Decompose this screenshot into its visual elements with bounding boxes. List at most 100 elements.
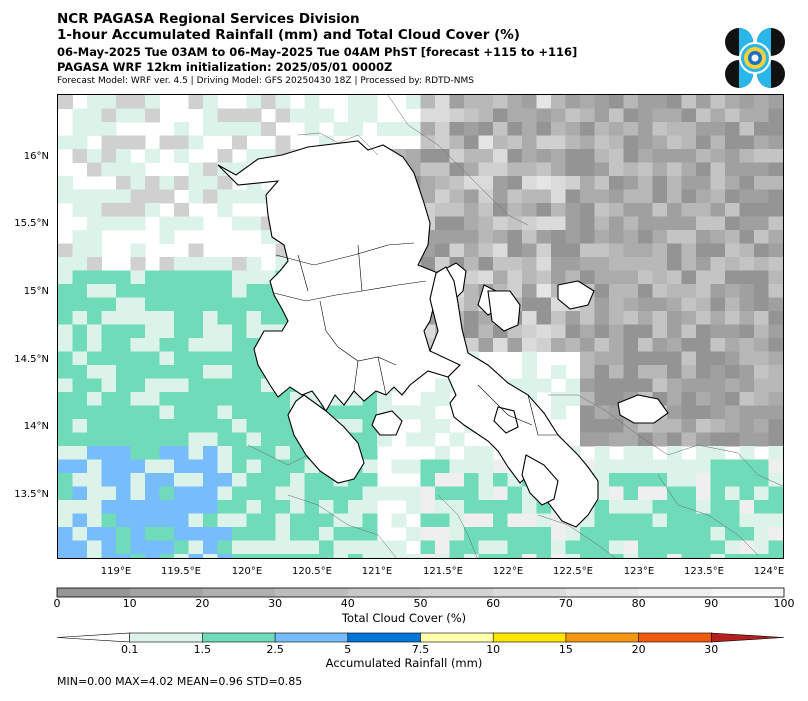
- grid-cell: [58, 392, 73, 406]
- grid-cell: [58, 297, 73, 312]
- grid-cell: [783, 298, 784, 312]
- grid-cell: [464, 149, 479, 163]
- grid-cell: [159, 459, 175, 474]
- grid-cell: [362, 108, 378, 123]
- grid-cell: [101, 338, 117, 352]
- grid-cell: [188, 540, 204, 555]
- grid-cell: [493, 135, 508, 150]
- grid-cell: [652, 554, 668, 558]
- grid-cell: [493, 149, 508, 163]
- grid-cell: [754, 189, 769, 204]
- grid-cell: [246, 419, 262, 433]
- grid-cell: [725, 257, 740, 271]
- lon-tick-119-5e: 119.5°E: [161, 566, 201, 577]
- grid-cell: [551, 257, 566, 271]
- grid-cell: [754, 311, 769, 325]
- grid-cell: [174, 527, 189, 541]
- grid-cell: [696, 149, 711, 163]
- grid-cell: [551, 554, 566, 558]
- grid-cell: [464, 297, 479, 312]
- grid-cell: [580, 189, 595, 204]
- rain-color-segment: [274, 632, 349, 643]
- grid-cell: [58, 338, 73, 352]
- grid-cell: [87, 554, 102, 558]
- grid-cell: [188, 257, 204, 271]
- grid-cell: [130, 513, 146, 528]
- grid-cell: [449, 95, 465, 109]
- grid-cell: [522, 149, 537, 163]
- grid-cell: [58, 446, 73, 460]
- grid-cell: [145, 95, 160, 109]
- grid-cell: [116, 203, 131, 217]
- grid-cell: [188, 365, 204, 379]
- grid-cell: [783, 311, 784, 325]
- grid-cell: [667, 203, 682, 217]
- grid-cell: [406, 95, 421, 109]
- grid-cell: [594, 257, 610, 271]
- grid-cell: [507, 486, 523, 501]
- grid-cell: [449, 135, 465, 150]
- grid-cell: [623, 149, 639, 163]
- grid-cell: [420, 108, 436, 123]
- grid-cell: [217, 338, 233, 352]
- grid-cell: [696, 392, 711, 406]
- grid-cell: [696, 162, 711, 177]
- grid-cell: [565, 162, 581, 177]
- grid-cell: [493, 486, 508, 501]
- grid-cell: [739, 419, 755, 433]
- grid-cell: [522, 230, 537, 244]
- grid-cell: [478, 459, 494, 474]
- grid-cell: [101, 432, 117, 447]
- grid-cell: [145, 365, 160, 379]
- grid-cell: [768, 405, 783, 420]
- grid-cell: [594, 149, 610, 163]
- grid-cell: [232, 405, 247, 420]
- grid-cell: [232, 270, 247, 285]
- grid-cell: [145, 297, 160, 312]
- grid-cell: [623, 513, 639, 528]
- grid-cell: [130, 297, 146, 312]
- grid-cell: [681, 351, 697, 366]
- grid-cell: [159, 432, 175, 447]
- grid-cell: [174, 554, 189, 558]
- grid-cell: [449, 243, 465, 258]
- grid-cell: [435, 216, 450, 231]
- grid-cell: [623, 486, 639, 501]
- grid-cell: [58, 176, 73, 190]
- grid-cell: [652, 540, 668, 555]
- grid-cell: [536, 243, 552, 258]
- grid-cell: [159, 311, 175, 325]
- grid-cell: [130, 486, 146, 501]
- grid-cell: [116, 270, 131, 285]
- grid-cell: [87, 230, 102, 244]
- grid-cell: [580, 162, 595, 177]
- grid-cell: [464, 540, 479, 555]
- grid-cell: [87, 540, 102, 555]
- grid-cell: [101, 513, 117, 528]
- grid-cell: [493, 216, 508, 231]
- grid-cell: [203, 513, 218, 528]
- grid-cell: [493, 459, 508, 474]
- cloud-cover-colorbar: [56, 587, 785, 598]
- grid-cell: [217, 378, 233, 393]
- grid-cell: [188, 473, 204, 487]
- grid-cell: [246, 486, 262, 501]
- grid-cell: [290, 446, 305, 460]
- grid-cell: [72, 203, 88, 217]
- grid-cell: [652, 324, 668, 339]
- grid-cell: [464, 500, 479, 514]
- grid-cell: [87, 270, 102, 285]
- grid-cell: [623, 203, 639, 217]
- grid-cell: [188, 284, 204, 298]
- grid-cell: [580, 311, 595, 325]
- grid-cell: [174, 513, 189, 528]
- grid-cell: [667, 527, 682, 541]
- grid-cell: [739, 257, 755, 271]
- grid-cell: [681, 216, 697, 231]
- cloud-tick-label: 100: [773, 597, 795, 610]
- grid-cell: [101, 540, 117, 555]
- grid-cell: [580, 324, 595, 339]
- grid-cell: [232, 554, 247, 558]
- grid-cell: [565, 230, 581, 244]
- grid-cell: [58, 500, 73, 514]
